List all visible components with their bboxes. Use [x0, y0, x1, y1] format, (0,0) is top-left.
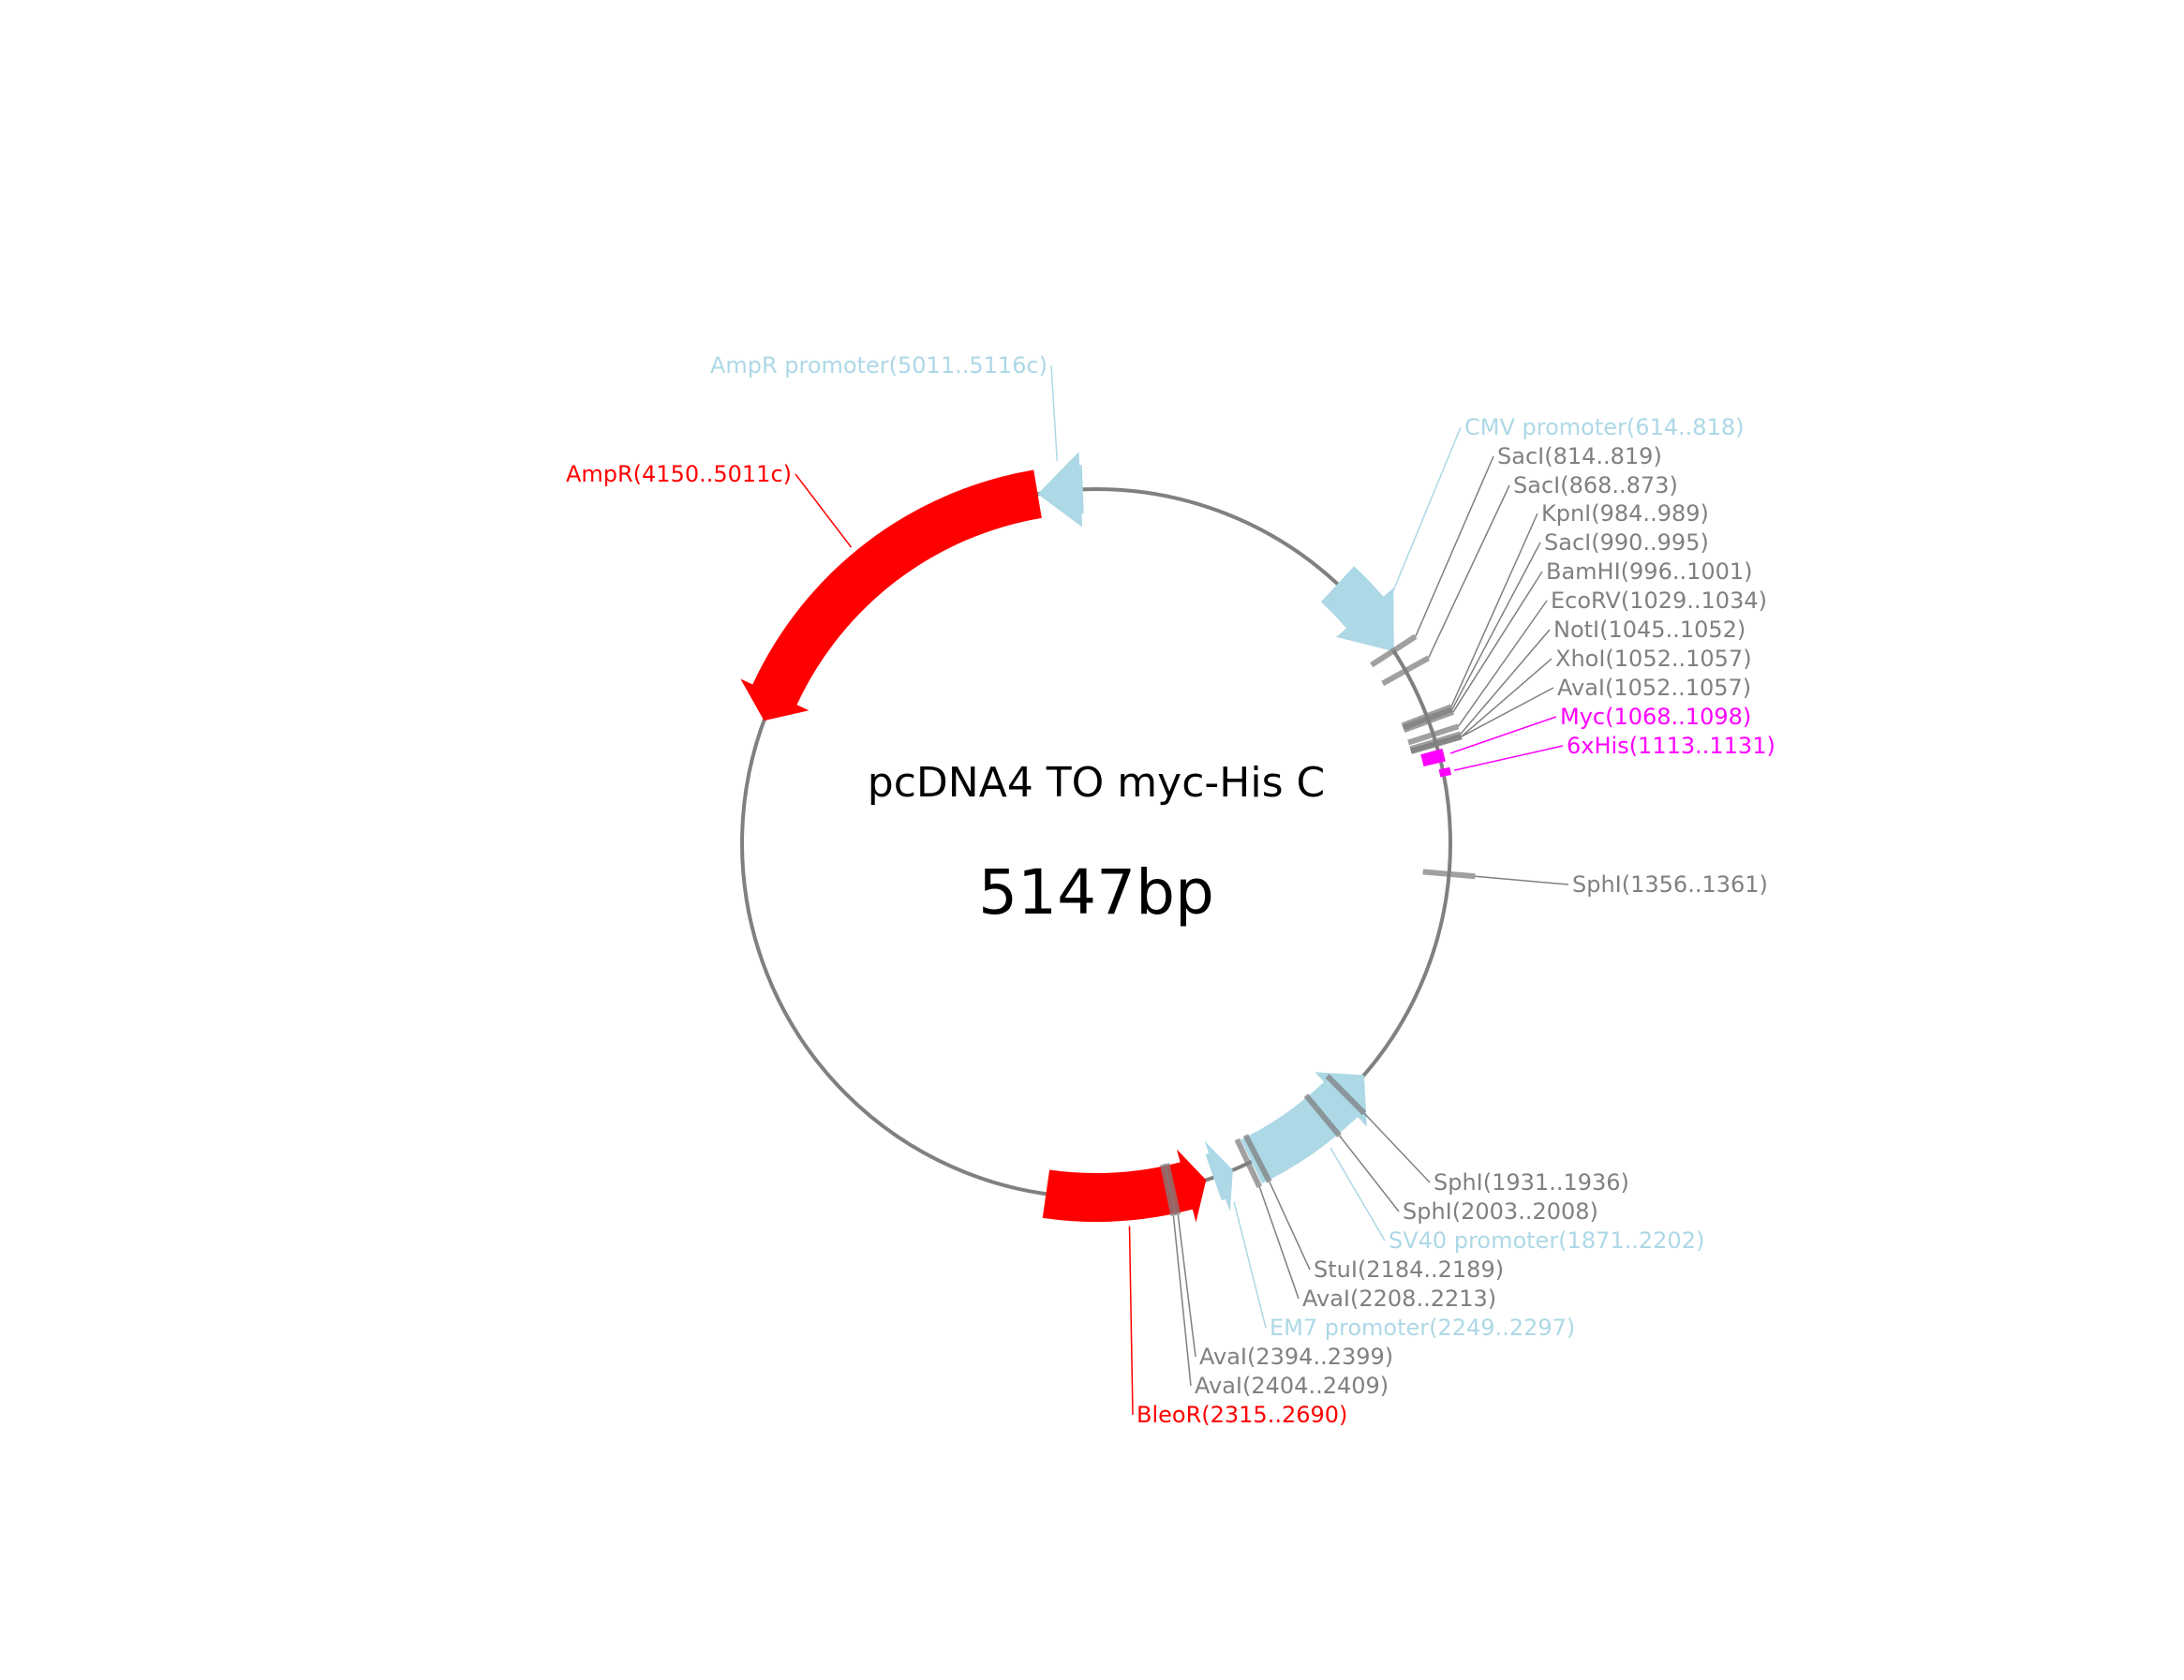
sphi-2003-leader [1339, 1135, 1400, 1212]
saci-814-label: SacI(814..819) [1497, 443, 1662, 469]
em7-promoter-leader [1233, 1201, 1267, 1329]
6xhis-label: 6xHis(1113..1131) [1567, 733, 1775, 759]
saci-868-leader [1427, 484, 1510, 659]
kpni-984-leader [1450, 513, 1538, 707]
sphi-1931-tick [1325, 1074, 1367, 1116]
sphi-1356-label: SphI(1356..1361) [1572, 871, 1768, 898]
bamhi-996-label: BamHI(996..1001) [1546, 558, 1753, 585]
ampr-promoter-label: AmpR promoter(5011..5116c) [710, 352, 1047, 379]
avai-2208-tick [1234, 1137, 1263, 1188]
saci-990-leader [1451, 542, 1541, 710]
sphi-1356-tick [1422, 869, 1476, 880]
saci-814-leader [1415, 455, 1494, 637]
feature-layer [740, 452, 1452, 1223]
sphi-2003-label: SphI(2003..2008) [1403, 1198, 1598, 1225]
stui-2184-tick [1242, 1134, 1272, 1183]
ecorv-1029-label: EcoRV(1029..1034) [1551, 587, 1767, 614]
plasmid-length: 5147bp [978, 856, 1214, 929]
xhoi-1052-label: XhoI(1052..1057) [1555, 646, 1752, 672]
em7-promoter-label: EM7 promoter(2249..2297) [1270, 1315, 1575, 1341]
avai-2404-leader [1172, 1215, 1192, 1387]
cmv-promoter-leader [1389, 426, 1462, 598]
avai-2404-tick [1160, 1164, 1177, 1217]
myc-label: Myc(1068..1098) [1560, 704, 1751, 730]
avai-1052-tick [1410, 734, 1463, 754]
ampr-arrow [740, 469, 1042, 721]
kpni-984-label: KpnI(984..989) [1541, 500, 1709, 527]
6xhis-arrow [1438, 766, 1452, 778]
ecorv-1029-leader [1457, 600, 1548, 727]
sphi-1931-label: SphI(1931..1936) [1434, 1169, 1629, 1196]
avai-2394-label: AvaI(2394..2399) [1199, 1344, 1393, 1370]
ampr-promoter-arrow [1037, 452, 1084, 528]
saci-868-tick [1381, 655, 1431, 687]
plasmid-name: pcDNA4 TO myc-His C [868, 759, 1325, 807]
noti-1045-leader [1460, 629, 1551, 735]
stui-2184-label: StuI(2184..2189) [1314, 1256, 1504, 1283]
avai-1052-leader [1461, 687, 1554, 737]
sv40-promoter-leader [1330, 1147, 1386, 1241]
bleor-leader [1128, 1226, 1134, 1416]
6xhis-leader [1453, 745, 1564, 771]
sphi-1356-leader [1475, 875, 1569, 885]
avai-2208-leader [1258, 1186, 1300, 1300]
sv40-promoter-label: SV40 promoter(1871..2202) [1389, 1227, 1704, 1254]
avai-2208-label: AvaI(2208..2213) [1302, 1286, 1496, 1312]
avai-1052-label: AvaI(1052..1057) [1557, 675, 1751, 701]
sphi-2003-tick [1303, 1093, 1342, 1138]
bleor-arrow [1042, 1149, 1207, 1223]
avai-2394-leader [1177, 1214, 1196, 1358]
cmv-promoter-label: CMV promoter(614..818) [1464, 414, 1744, 440]
bleor-label: BleoR(2315..2690) [1137, 1402, 1347, 1428]
site-layer [1160, 633, 1476, 1217]
leader-layer [795, 364, 1569, 1416]
ampr-leader [795, 473, 853, 548]
ecorv-1029-tick [1407, 723, 1460, 746]
bamhi-996-tick [1403, 709, 1455, 733]
xhoi-1052-leader [1461, 658, 1553, 737]
em7-promoter-arrow [1204, 1140, 1233, 1212]
avai-2394-tick [1164, 1163, 1181, 1216]
noti-1045-label: NotI(1045..1052) [1553, 617, 1746, 643]
saci-990-label: SacI(990..995) [1544, 529, 1709, 556]
stui-2184-leader [1269, 1182, 1311, 1271]
saci-814-tick [1370, 633, 1418, 668]
myc-arrow [1420, 748, 1446, 767]
ampr-promoter-leader [1050, 364, 1059, 462]
bamhi-996-leader [1452, 571, 1543, 713]
myc-leader [1449, 716, 1557, 754]
sphi-1931-leader [1363, 1112, 1431, 1183]
saci-868-label: SacI(868..873) [1513, 472, 1678, 498]
cmv-promoter-arrow [1320, 566, 1394, 652]
sv40-promoter-arrow [1241, 1072, 1367, 1184]
ampr-label: AmpR(4150..5011c) [566, 461, 792, 487]
label-layer: AmpR promoter(5011..5116c) AmpR(4150..501… [566, 352, 1775, 1428]
avai-2404-label: AvaI(2404..2409) [1195, 1373, 1389, 1399]
